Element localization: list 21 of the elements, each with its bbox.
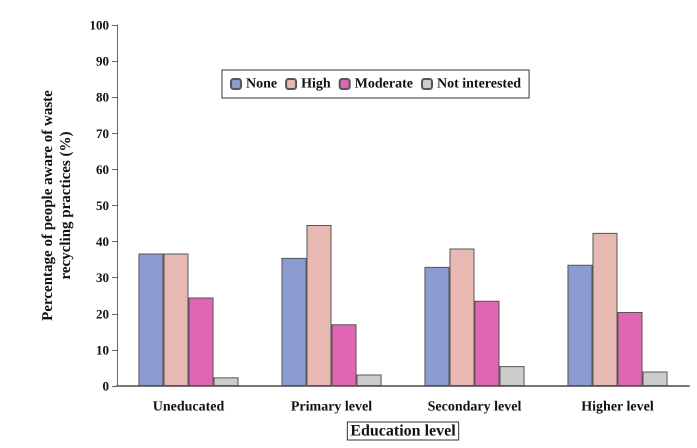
y-tick-label: 10 bbox=[96, 342, 109, 358]
x-tick-label: Higher level bbox=[581, 400, 654, 414]
x-tick-label: Secondary level bbox=[428, 400, 522, 414]
y-tick-label: 40 bbox=[96, 234, 109, 250]
x-axis-title: Education level bbox=[350, 422, 456, 440]
y-tick-label: 50 bbox=[96, 198, 109, 213]
y-axis-title: Percentage of people aware of waste recycling practices (%) bbox=[40, 90, 74, 321]
legend-label: None bbox=[246, 76, 278, 92]
y-tick-label: 0 bbox=[102, 378, 109, 394]
y-tick-label: 30 bbox=[96, 270, 109, 286]
y-tick-label: 80 bbox=[96, 90, 109, 105]
y-tick-label: 70 bbox=[96, 126, 109, 141]
y-tick-label: 90 bbox=[96, 54, 109, 69]
legend-label: Not interested bbox=[436, 76, 522, 92]
x-tick-label: Primary level bbox=[290, 400, 372, 414]
legend-label: High bbox=[301, 76, 331, 92]
x-tick-label: Uneducated bbox=[152, 400, 224, 414]
y-tick-label: 20 bbox=[96, 306, 109, 322]
legend-label: Moderate bbox=[354, 76, 413, 92]
y-tick-label: 60 bbox=[96, 162, 109, 177]
y-tick-label: 100 bbox=[90, 18, 109, 32]
